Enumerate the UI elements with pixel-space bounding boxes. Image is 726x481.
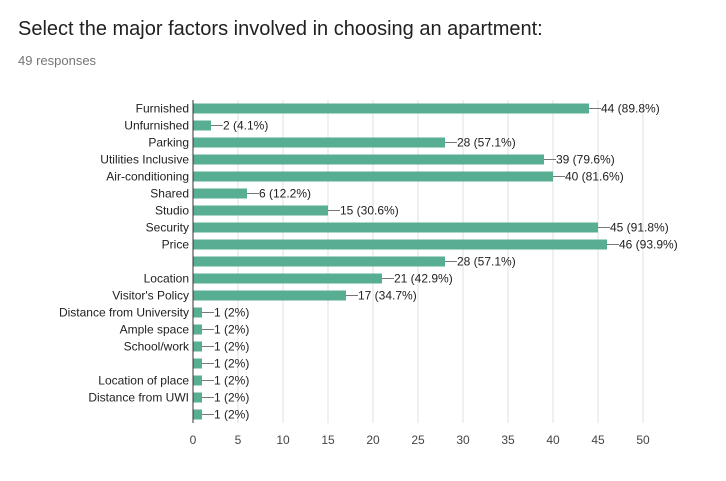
bar: [193, 324, 202, 335]
bar: [193, 307, 202, 318]
category-label: Location of place: [98, 374, 189, 388]
x-tick-label: 5: [235, 433, 242, 447]
category-label: Distance from University: [59, 306, 189, 320]
category-label: School/work: [124, 340, 190, 354]
data-label: 1 (2%): [214, 306, 249, 320]
data-label: 2 (4.1%): [223, 119, 268, 133]
bar: [193, 239, 607, 250]
bar: [193, 290, 346, 301]
bar: [193, 392, 202, 403]
category-label: Furnished: [136, 102, 189, 116]
x-tick-label: 0: [190, 433, 197, 447]
bar: [193, 103, 589, 114]
data-label: 46 (93.9%): [619, 238, 678, 252]
data-label: 1 (2%): [214, 323, 249, 337]
bar: [193, 137, 445, 148]
data-label: 1 (2%): [214, 340, 249, 354]
category-label: Price: [162, 238, 190, 252]
x-tick-label: 20: [366, 433, 380, 447]
x-tick-label: 10: [276, 433, 290, 447]
bar: [193, 171, 553, 182]
page-title: Select the major factors involved in cho…: [18, 18, 543, 40]
bar: [193, 205, 328, 216]
category-label: Ample space: [120, 323, 190, 337]
category-label: Studio: [155, 204, 189, 218]
bar: [193, 341, 202, 352]
data-label: 17 (34.7%): [358, 289, 417, 303]
bar: [193, 273, 382, 284]
x-tick-label: 15: [321, 433, 335, 447]
category-label: Unfurnished: [124, 119, 189, 133]
response-count: 49 responses: [18, 53, 97, 68]
category-label: Location: [144, 272, 189, 286]
category-label: Security: [146, 221, 189, 235]
category-label: Air-conditioning: [106, 170, 189, 184]
data-label: 44 (89.8%): [601, 102, 660, 116]
x-tick-label: 25: [411, 433, 425, 447]
x-tick-label: 45: [591, 433, 605, 447]
x-tick-label: 40: [546, 433, 560, 447]
data-label: 45 (91.8%): [610, 221, 669, 235]
bar: [193, 222, 598, 233]
category-label: Distance from UWI: [88, 391, 189, 405]
bar: [193, 188, 247, 199]
data-label: 15 (30.6%): [340, 204, 399, 218]
category-label: Utilities Inclusive: [100, 153, 189, 167]
data-label: 28 (57.1%): [457, 255, 516, 269]
bar: [193, 256, 445, 267]
bar: [193, 375, 202, 386]
data-label: 1 (2%): [214, 391, 249, 405]
category-label: Visitor's Policy: [112, 289, 189, 303]
category-label: Shared: [150, 187, 189, 201]
x-tick-label: 30: [456, 433, 470, 447]
data-label: 1 (2%): [214, 357, 249, 371]
x-tick-label: 50: [636, 433, 650, 447]
data-label: 28 (57.1%): [457, 136, 516, 150]
bar: [193, 154, 544, 165]
bar: [193, 358, 202, 369]
category-label: Parking: [148, 136, 189, 150]
data-label: 39 (79.6%): [556, 153, 615, 167]
data-label: 40 (81.6%): [565, 170, 624, 184]
data-label: 6 (12.2%): [259, 187, 311, 201]
data-label: 1 (2%): [214, 408, 249, 422]
x-tick-label: 35: [501, 433, 515, 447]
bar: [193, 409, 202, 420]
bar: [193, 120, 211, 131]
data-label: 1 (2%): [214, 374, 249, 388]
data-label: 21 (42.9%): [394, 272, 453, 286]
